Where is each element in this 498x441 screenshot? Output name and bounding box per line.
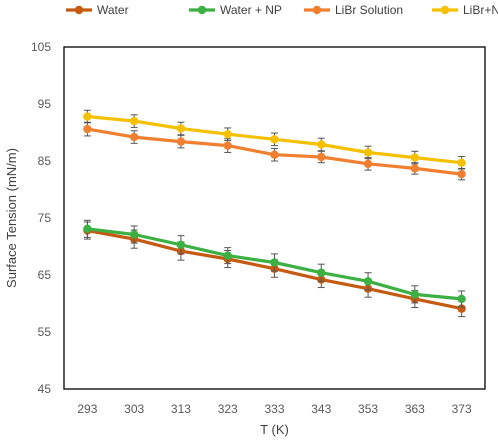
y-tick-label: 55 [38,325,52,339]
data-point [223,141,232,150]
x-tick-label: 363 [405,402,425,416]
data-point [363,148,373,157]
data-point [83,112,92,121]
legend-item: Water [66,3,129,17]
legend-marker [74,5,84,15]
data-point [129,230,139,239]
series-3 [83,109,466,170]
y-axis-title: Surface Tension (mN/m) [4,148,19,288]
legend-item: LiBr Solution [304,3,403,17]
y-tick-label: 105 [31,40,51,54]
data-point [270,150,279,159]
data-point [176,240,186,249]
data-point [410,153,420,162]
legend: Water Water + NP LiBr Solution LiBr+NP [66,3,498,17]
series-layer [83,109,466,318]
data-point [270,135,279,144]
x-tick-label: 343 [311,402,331,416]
data-point [363,159,373,169]
data-point [223,130,232,139]
data-point [410,290,420,299]
data-point [457,294,466,304]
legend-marker [197,5,207,15]
data-point [270,258,279,267]
legend-marker [312,5,322,15]
x-tick-labels: 293 303 313 323 333 343 353 363 373 [77,402,472,416]
y-tick-label: 45 [38,382,52,396]
legend-item: LiBr+NP [432,3,498,17]
data-point [457,169,466,179]
x-tick-label: 303 [124,402,144,416]
legend-label: LiBr Solution [335,3,403,17]
legend-marker [440,5,450,15]
data-point [317,268,326,277]
data-point [176,124,186,133]
x-tick-label: 353 [358,402,378,416]
data-point [223,251,232,260]
data-point [176,137,186,146]
data-point [83,224,92,234]
data-point [317,140,326,149]
x-tick-label: 323 [218,402,238,416]
data-point [129,116,139,126]
x-tick-label: 293 [77,402,97,416]
y-tick-label: 75 [38,211,52,225]
series-1 [83,219,466,308]
x-tick-label: 373 [452,402,472,416]
legend-label: LiBr+NP [463,3,498,17]
legend-item: Water + NP [189,3,282,17]
y-tick-label: 85 [38,154,52,168]
data-point [129,132,139,142]
data-point [457,158,466,167]
x-axis-title: T (K) [260,422,289,437]
data-point [317,152,326,162]
x-tick-label: 313 [171,402,191,416]
series-2 [83,121,466,181]
y-tick-label: 95 [38,97,52,111]
data-point [363,277,373,286]
plot-area-frame [63,46,486,390]
x-tick-label: 333 [264,402,284,416]
data-point [83,124,92,134]
y-tick-labels: 45 55 65 75 85 95 105 [31,40,51,396]
data-point [410,164,420,173]
y-tick-label: 65 [38,268,52,282]
legend-label: Water + NP [220,3,282,17]
legend-label: Water [97,3,129,17]
